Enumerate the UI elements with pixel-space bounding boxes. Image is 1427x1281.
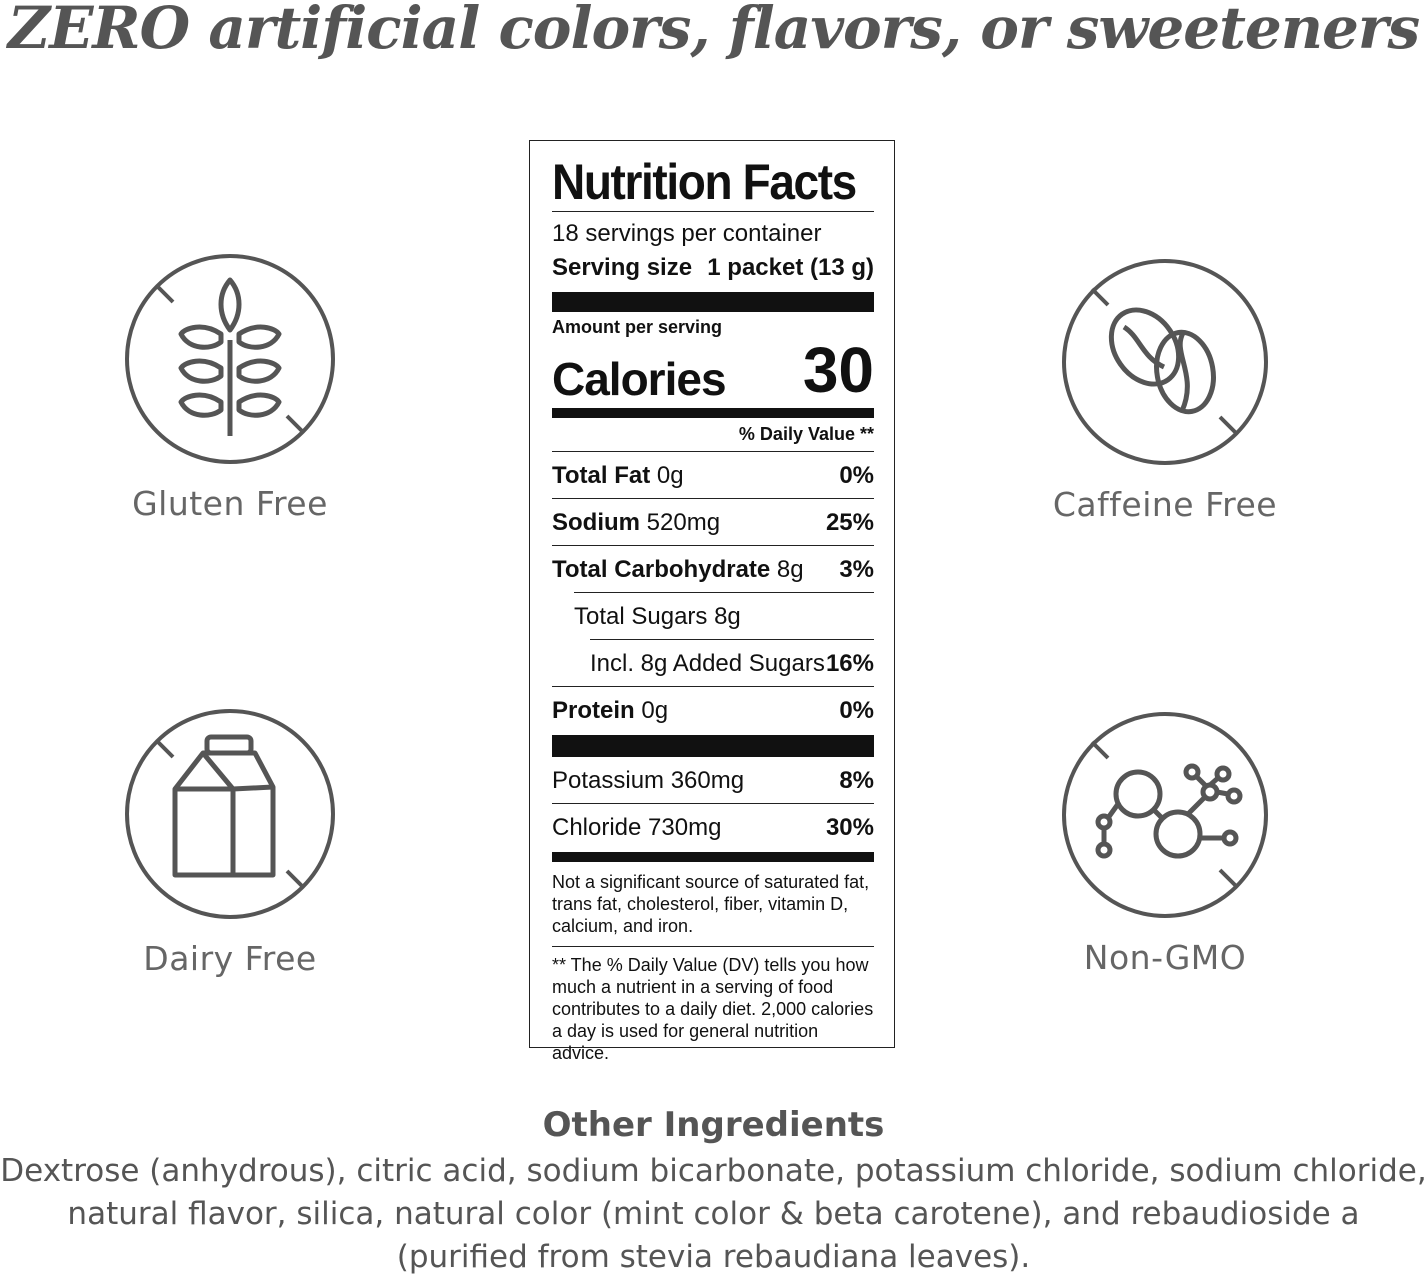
molecule-crossed-icon — [1062, 712, 1268, 918]
serving-size-row: Serving size 1 packet (13 g) — [552, 254, 874, 292]
wheat-crossed-icon — [125, 254, 335, 464]
nutrient-name: Chloride 730mg — [552, 814, 722, 841]
other-ingredients-text: Dextrose (anhydrous), citric acid, sodiu… — [0, 1153, 1427, 1275]
servings-per-container: 18 servings per container — [552, 220, 822, 247]
nutrient-dv: 16% — [825, 650, 874, 677]
nutrient-amount: 0g — [656, 462, 684, 489]
other-ingredients-title: Other Ingredients — [542, 1105, 885, 1145]
nutrient-name: Sodium — [552, 509, 640, 536]
nutrient-dv: 8% — [839, 767, 874, 794]
amount-per-serving: Amount per serving — [552, 317, 723, 337]
gluten-free-label: Gluten Free — [132, 484, 328, 523]
calories-label: Calories — [552, 353, 727, 405]
gluten-free-badge: Gluten Free — [80, 252, 380, 523]
nutrition-facts-panel: Nutrition Facts 18 servings per containe… — [529, 140, 895, 1063]
nutrient-name: Potassium 360mg — [552, 767, 745, 794]
daily-value-footnote: ** The % Daily Value (DV) tells you how … — [552, 954, 874, 1063]
milk-carton-crossed-icon — [125, 709, 335, 919]
nutrient-name: Incl. 8g Added Sugars — [590, 650, 825, 677]
calories-value: 30 — [802, 334, 874, 406]
nutrient-row: Chloride 730mg 30% — [552, 804, 874, 850]
coffee-bean-crossed-icon — [1062, 259, 1268, 465]
nutrient-dv: 0% — [839, 462, 874, 489]
dairy-free-label: Dairy Free — [143, 939, 317, 978]
headline: ZERO artificial colors, flavors, or swee… — [7, 0, 1420, 62]
non-gmo-badge: Non-GMO — [1015, 710, 1315, 977]
nutrition-facts-title: Nutrition Facts — [552, 154, 857, 210]
nutrient-name: Protein — [552, 697, 635, 724]
nutrition-note: Not a significant source of saturated fa… — [552, 872, 870, 936]
nutrient-name: Total Carbohydrate — [552, 556, 771, 583]
nutrient-name: Total Fat — [552, 462, 651, 489]
nutrient-row: Total Sugars 8g — [552, 593, 874, 639]
nutrient-amount: 520mg — [646, 509, 721, 536]
dairy-free-badge: Dairy Free — [80, 707, 380, 978]
nutrient-amount: 8g — [776, 556, 804, 583]
nutrient-dv: 3% — [839, 556, 874, 583]
nutrient-row: Total Fat 0g 0% — [552, 452, 874, 498]
serving-size-value: 1 packet (13 g) — [707, 254, 874, 281]
nutrient-row: Protein 0g 0% — [552, 687, 874, 733]
caffeine-free-label: Caffeine Free — [1052, 485, 1278, 524]
nutrient-amount: 0g — [641, 697, 669, 724]
nutrient-dv: 0% — [839, 697, 874, 724]
serving-size-label: Serving size — [552, 254, 693, 281]
caffeine-free-badge: Caffeine Free — [1015, 257, 1315, 524]
nutrient-row: Total Carbohydrate 8g 3% — [552, 546, 874, 592]
non-gmo-label: Non-GMO — [1083, 938, 1247, 977]
nutrient-row: Potassium 360mg 8% — [552, 757, 874, 803]
daily-value-header: % Daily Value ** — [738, 424, 874, 444]
nutrient-row: Incl. 8g Added Sugars 16% — [552, 640, 874, 686]
calories-row: Calories 30 — [552, 338, 874, 408]
nutrient-dv: 25% — [825, 509, 874, 536]
nutrient-dv: 30% — [825, 814, 874, 841]
nutrient-row: Sodium 520mg 25% — [552, 499, 874, 545]
nutrient-name: Total Sugars 8g — [574, 603, 741, 630]
